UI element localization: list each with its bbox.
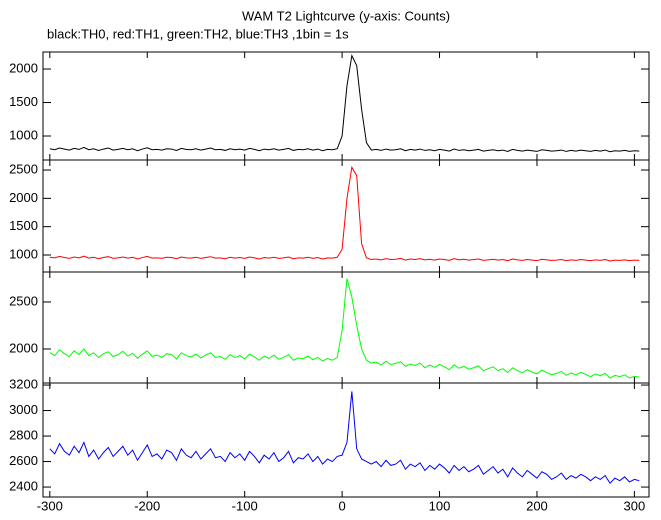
y-tick-label: 3200 bbox=[9, 376, 38, 391]
x-tick-label: -300 bbox=[37, 498, 63, 513]
panel-frame bbox=[42, 382, 650, 498]
x-tick-label: 200 bbox=[526, 498, 548, 513]
y-tick-label: 1000 bbox=[9, 246, 38, 261]
y-tick-label: 2600 bbox=[9, 453, 38, 468]
y-tick-label: 2500 bbox=[9, 293, 38, 308]
y-tick-label: 1000 bbox=[9, 127, 38, 142]
x-tick-label: -200 bbox=[134, 498, 160, 513]
panel-frame bbox=[42, 159, 650, 273]
y-tick-label: 1500 bbox=[9, 94, 38, 109]
x-tick-label: 0 bbox=[338, 498, 345, 513]
y-tick-label: 2000 bbox=[9, 60, 38, 75]
y-tick-label: 2800 bbox=[9, 427, 38, 442]
x-tick-label: 100 bbox=[429, 498, 451, 513]
series-line bbox=[49, 53, 640, 153]
y-tick-label: 1500 bbox=[9, 218, 38, 233]
series-line bbox=[49, 391, 640, 485]
series-line bbox=[49, 165, 640, 262]
chart-subtitle: black:TH0, red:TH1, green:TH2, blue:TH3 … bbox=[47, 26, 349, 41]
x-tick-label: 300 bbox=[624, 498, 646, 513]
y-tick-label: 2000 bbox=[9, 340, 38, 355]
chart-title: WAM T2 Lightcurve (y-axis: Counts) bbox=[242, 8, 450, 23]
y-tick-label: 2500 bbox=[9, 161, 38, 176]
y-tick-label: 2000 bbox=[9, 190, 38, 205]
y-tick-label: 2400 bbox=[9, 478, 38, 493]
panel-frame bbox=[42, 51, 650, 161]
x-tick-label: -100 bbox=[232, 498, 258, 513]
series-line bbox=[49, 278, 640, 379]
y-tick-label: 3000 bbox=[9, 402, 38, 417]
